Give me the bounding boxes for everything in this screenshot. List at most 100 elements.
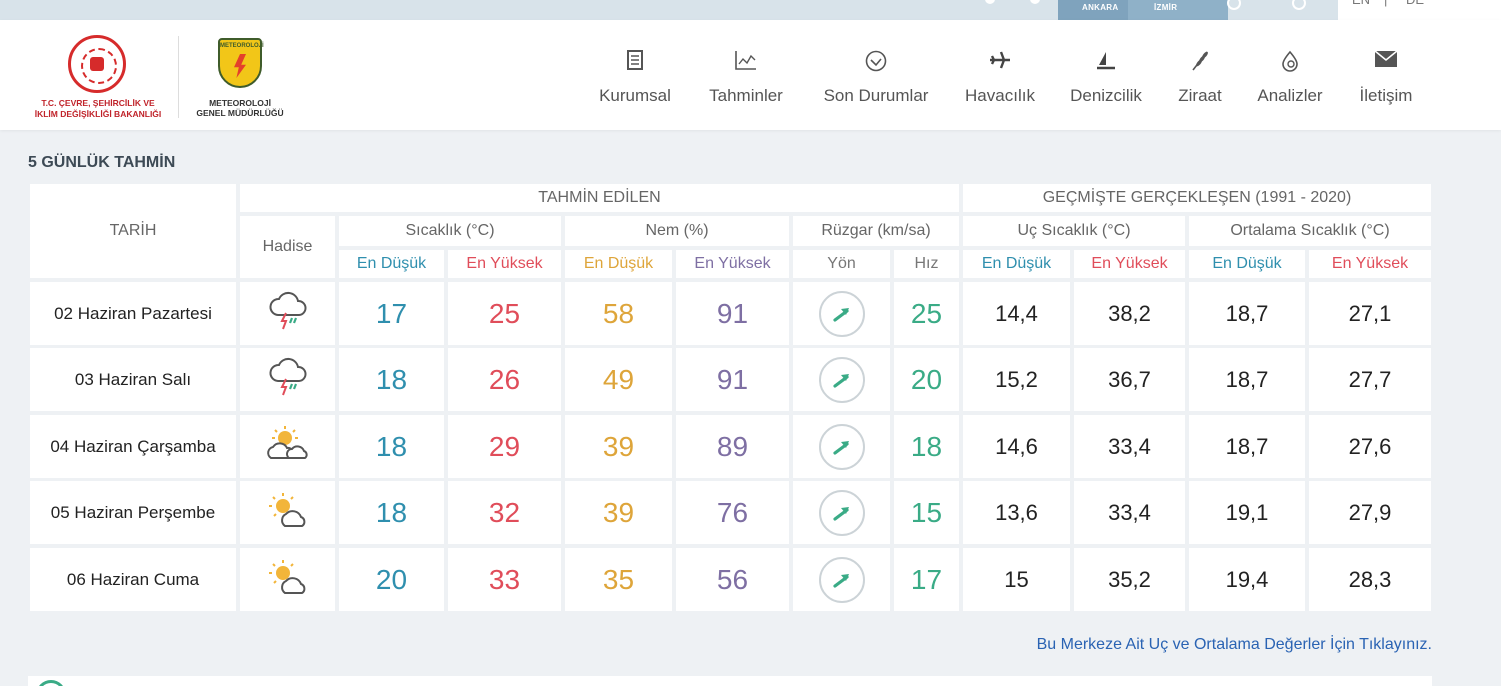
- ministry-seal-icon: [68, 35, 126, 93]
- cell-tmin: 18: [339, 415, 444, 478]
- cell-tmin: 20: [339, 548, 444, 611]
- wind-direction-cell: [793, 481, 890, 544]
- wind-direction-cell: [793, 348, 890, 411]
- group-predicted-header: TAHMİN EDİLEN: [240, 184, 959, 212]
- wind-direction-arrow-icon: [818, 556, 865, 603]
- nav-iletisim-label: İletişim: [1359, 86, 1413, 105]
- cell-date: 03 Haziran Salı: [30, 348, 236, 411]
- mgm-logo[interactable]: METEOROLOJİ GENEL MÜDÜRLÜĞÜ: [190, 36, 290, 121]
- center-records-link[interactable]: Bu Merkeze Ait Uç ve Ortalama Değerler İ…: [1036, 636, 1432, 653]
- col-date-header: TARİH: [30, 184, 236, 278]
- nav-denizcilik[interactable]: Denizcilik: [1064, 20, 1148, 130]
- cell-xmin: 14,4: [963, 282, 1070, 345]
- cell-wind: 18: [894, 415, 959, 478]
- nav-ziraat[interactable]: Ziraat: [1172, 20, 1228, 130]
- nav-kurumsal-label: Kurumsal: [599, 86, 671, 105]
- next-section-strip: [28, 676, 1432, 686]
- nav-tahminler-label: Tahminler: [709, 86, 783, 105]
- weather-event-cell: [240, 348, 335, 411]
- cell-hmin: 39: [565, 481, 672, 544]
- wind-direction-arrow-icon: [818, 356, 865, 403]
- cell-hmax: 56: [676, 548, 789, 611]
- mgm-shield-icon: [218, 38, 262, 88]
- cell-amax: 27,6: [1309, 415, 1431, 478]
- accessibility-icon[interactable]: [1292, 0, 1306, 10]
- cell-xmin: 15: [963, 548, 1070, 611]
- city-izmir[interactable]: İZMİR: [1128, 0, 1228, 20]
- cell-date: 06 Haziran Cuma: [30, 548, 236, 611]
- avg-min-header: En Düşük: [1189, 250, 1305, 278]
- lang-en[interactable]: EN: [1352, 0, 1370, 7]
- wind-direction-arrow-icon: [818, 489, 865, 536]
- col-extreme-header: Uç Sıcaklık (°C): [963, 216, 1185, 246]
- document-icon: [594, 50, 676, 74]
- cell-amin: 18,7: [1189, 282, 1305, 345]
- cell-tmax: 33: [448, 548, 561, 611]
- nav-analizler-label: Analizler: [1257, 86, 1323, 105]
- twitter-icon[interactable]: [1030, 0, 1040, 4]
- nav-iletisim[interactable]: İletişim: [1352, 20, 1420, 130]
- cell-hmin: 58: [565, 282, 672, 345]
- cell-hmax: 91: [676, 282, 789, 345]
- cell-xmax: 33,4: [1074, 481, 1185, 544]
- wheat-icon: [1172, 50, 1228, 74]
- nav-analizler[interactable]: Analizler: [1250, 20, 1330, 130]
- col-humidity-header: Nem (%): [565, 216, 789, 246]
- microphone-icon[interactable]: [1227, 0, 1241, 10]
- top-utility-bar: ANKARA İZMİR EN | DE: [0, 0, 1501, 20]
- cell-wind: 20: [894, 348, 959, 411]
- col-wind-header: Rüzgar (km/sa): [793, 216, 959, 246]
- logo-divider: [178, 36, 179, 118]
- cell-xmax: 35,2: [1074, 548, 1185, 611]
- sun-cloud-icon: [263, 490, 313, 535]
- section-badge-icon: [36, 680, 66, 686]
- humidity-min-header: En Düşük: [565, 250, 672, 278]
- extreme-min-header: En Düşük: [963, 250, 1070, 278]
- mail-icon: [1352, 50, 1420, 74]
- wind-direction-arrow-icon: [818, 290, 865, 337]
- cell-date: 02 Haziran Pazartesi: [30, 282, 236, 345]
- nav-ziraat-label: Ziraat: [1178, 86, 1222, 105]
- col-avg-header: Ortalama Sıcaklık (°C): [1189, 216, 1431, 246]
- cell-tmax: 25: [448, 282, 561, 345]
- wind-direction-cell: [793, 415, 890, 478]
- cell-amin: 18,7: [1189, 415, 1305, 478]
- cell-amax: 27,9: [1309, 481, 1431, 544]
- cell-amax: 28,3: [1309, 548, 1431, 611]
- wind-speed-header: Hız: [894, 250, 959, 278]
- cell-amin: 19,1: [1189, 481, 1305, 544]
- ministry-logo[interactable]: T.C. ÇEVRE, ŞEHİRCİLİK VE İKLİM DEĞİŞİKL…: [28, 33, 168, 123]
- sun-cloud-icon: [263, 557, 313, 602]
- facebook-icon[interactable]: [985, 0, 995, 4]
- nav-havacilik[interactable]: Havacılık: [961, 20, 1039, 130]
- wind-dir-header: Yön: [793, 250, 890, 278]
- mgm-name-line2: GENEL MÜDÜRLÜĞÜ: [196, 108, 284, 118]
- airplane-icon: [961, 50, 1039, 74]
- nav-kurumsal[interactable]: Kurumsal: [594, 20, 676, 130]
- cell-hmax: 89: [676, 415, 789, 478]
- city-ankara-label: ANKARA: [1082, 3, 1119, 12]
- cell-tmin: 17: [339, 282, 444, 345]
- cell-tmax: 26: [448, 348, 561, 411]
- lang-de[interactable]: DE: [1406, 0, 1424, 7]
- temp-max-header: En Yüksek: [448, 250, 561, 278]
- cell-hmax: 91: [676, 348, 789, 411]
- check-circle-icon: [817, 50, 935, 74]
- wind-direction-cell: [793, 548, 890, 611]
- cell-hmax: 76: [676, 481, 789, 544]
- cell-tmax: 29: [448, 415, 561, 478]
- cell-amax: 27,1: [1309, 282, 1431, 345]
- cell-tmin: 18: [339, 481, 444, 544]
- lang-separator: |: [1384, 0, 1387, 7]
- extreme-max-header: En Yüksek: [1074, 250, 1185, 278]
- site-header: T.C. ÇEVRE, ŞEHİRCİLİK VE İKLİM DEĞİŞİKL…: [0, 20, 1501, 130]
- nav-tahminler[interactable]: Tahminler: [703, 20, 789, 130]
- col-temp-header: Sıcaklık (°C): [339, 216, 561, 246]
- mgm-name-line1: METEOROLOJİ: [209, 98, 271, 108]
- thunderstorm-icon: [266, 357, 310, 402]
- humidity-max-header: En Yüksek: [676, 250, 789, 278]
- cell-date: 04 Haziran Çarşamba: [30, 415, 236, 478]
- nav-son-durumlar[interactable]: Son Durumlar: [817, 20, 935, 130]
- weather-event-cell: [240, 481, 335, 544]
- wind-direction-arrow-icon: [818, 423, 865, 470]
